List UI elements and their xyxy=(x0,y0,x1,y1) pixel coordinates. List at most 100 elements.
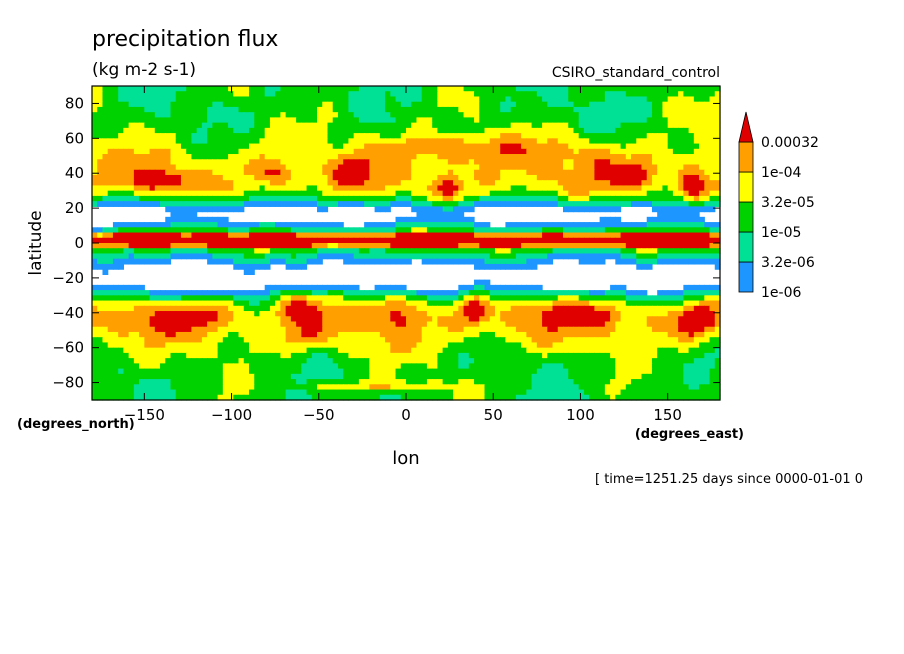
heatmap-cell xyxy=(186,112,193,118)
heatmap-cell xyxy=(222,101,229,108)
heatmap-cell xyxy=(207,148,213,155)
heatmap-cell xyxy=(641,154,648,160)
heatmap-cell xyxy=(243,300,250,307)
heatmap-cell xyxy=(552,321,559,328)
heatmap-cell xyxy=(133,169,140,176)
heatmap-cell xyxy=(432,321,438,328)
heatmap-cell xyxy=(254,201,261,207)
heatmap-cell xyxy=(280,148,287,155)
heatmap-cell xyxy=(563,253,569,260)
heatmap-cell xyxy=(243,164,250,171)
heatmap-cell xyxy=(128,154,135,160)
heatmap-cell xyxy=(474,127,480,134)
heatmap-cell xyxy=(515,148,522,155)
heatmap-cell xyxy=(573,180,580,187)
heatmap-cell xyxy=(154,96,161,103)
heatmap-cell xyxy=(254,321,261,328)
heatmap-cell xyxy=(196,295,203,302)
heatmap-cell xyxy=(269,227,276,234)
heatmap-cell xyxy=(107,311,114,317)
heatmap-cell xyxy=(479,159,486,166)
heatmap-cell xyxy=(337,201,344,207)
heatmap-cell xyxy=(510,143,517,150)
heatmap-cell xyxy=(421,243,428,249)
heatmap-cell xyxy=(505,258,512,265)
heatmap-cell xyxy=(604,180,611,187)
heatmap-cell xyxy=(667,148,674,155)
heatmap-cell xyxy=(222,305,229,312)
heatmap-cell xyxy=(379,138,386,145)
heatmap-cell xyxy=(447,321,454,328)
heatmap-cell xyxy=(641,232,648,239)
heatmap-cell xyxy=(667,321,674,328)
heatmap-cell xyxy=(510,174,517,181)
heatmap-cell xyxy=(128,106,135,113)
heatmap-cell xyxy=(374,311,381,317)
heatmap-cell xyxy=(301,133,308,139)
heatmap-cell xyxy=(332,232,339,239)
heatmap-cell xyxy=(484,143,491,150)
heatmap-cell xyxy=(254,300,261,307)
heatmap-cell xyxy=(327,195,334,202)
heatmap-cell xyxy=(275,295,281,302)
heatmap-cell xyxy=(583,164,590,171)
heatmap-cell xyxy=(599,117,606,124)
heatmap-cell xyxy=(160,112,166,118)
heatmap-cell xyxy=(154,243,161,249)
heatmap-cell xyxy=(337,138,344,145)
heatmap-cell xyxy=(186,253,193,260)
heatmap-cell xyxy=(275,321,281,328)
heatmap-cell xyxy=(589,311,595,317)
heatmap-cell xyxy=(646,243,653,249)
heatmap-cell xyxy=(479,227,486,234)
heatmap-cell xyxy=(641,201,648,207)
heatmap-cell xyxy=(374,138,381,145)
heatmap-cell xyxy=(714,117,721,124)
heatmap-cell xyxy=(432,201,438,207)
heatmap-cell xyxy=(374,127,381,134)
heatmap-cell xyxy=(521,290,527,296)
heatmap-cell xyxy=(269,117,276,124)
heatmap-cell xyxy=(296,232,302,239)
heatmap-cell xyxy=(290,91,297,98)
heatmap-cell xyxy=(118,311,124,317)
heatmap-cell xyxy=(484,263,491,270)
heatmap-cell xyxy=(369,222,376,228)
heatmap-cell xyxy=(510,331,517,338)
heatmap-cell xyxy=(421,164,428,171)
heatmap-cell xyxy=(112,148,119,155)
heatmap-cell xyxy=(547,300,554,307)
heatmap-cell xyxy=(191,122,198,129)
heatmap-cell xyxy=(139,122,145,129)
heatmap-cell xyxy=(228,169,234,176)
heatmap-cell xyxy=(479,112,486,118)
heatmap-cell xyxy=(563,248,569,255)
heatmap-cell xyxy=(395,237,402,244)
heatmap-cell xyxy=(526,133,533,139)
heatmap-cell xyxy=(594,190,601,197)
heatmap-cell xyxy=(651,300,658,307)
heatmap-cell xyxy=(604,106,611,113)
heatmap-cell xyxy=(332,222,339,228)
heatmap-cell xyxy=(358,133,365,139)
heatmap-cell xyxy=(317,143,323,150)
heatmap-cell xyxy=(651,143,658,150)
heatmap-cell xyxy=(222,258,229,265)
heatmap-cell xyxy=(259,263,266,270)
heatmap-cell xyxy=(322,316,329,323)
heatmap-cell xyxy=(641,159,648,166)
heatmap-cell xyxy=(610,284,616,291)
heatmap-cell xyxy=(631,201,637,207)
heatmap-cell xyxy=(458,331,465,338)
heatmap-cell xyxy=(222,148,229,155)
heatmap-cell xyxy=(683,237,690,244)
heatmap-cell xyxy=(269,174,276,181)
heatmap-cell xyxy=(327,96,334,103)
heatmap-cell xyxy=(212,180,219,187)
heatmap-cell xyxy=(374,305,381,312)
heatmap-cell xyxy=(118,331,124,338)
heatmap-cell xyxy=(369,195,376,202)
heatmap-cell xyxy=(160,248,166,255)
heatmap-cell xyxy=(494,148,501,155)
heatmap-cell xyxy=(620,106,627,113)
